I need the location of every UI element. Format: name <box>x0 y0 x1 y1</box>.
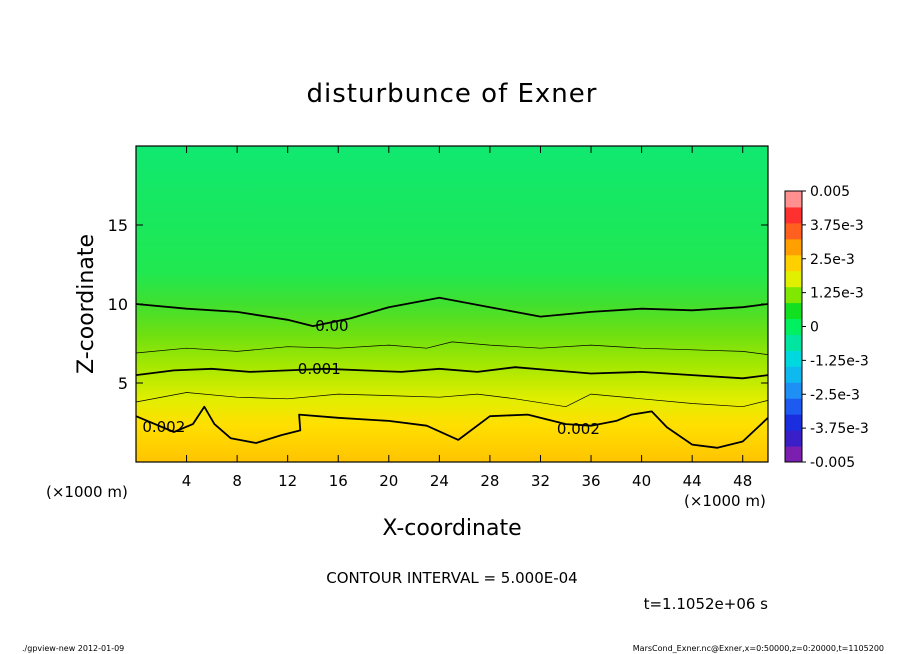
colorbar-segment-2 <box>785 414 802 431</box>
y-tick-label-1: 10 <box>108 295 128 314</box>
contour-label-1: 0.001 <box>298 360 341 378</box>
colorbar-segment-7 <box>785 334 802 351</box>
colorbar: 0.005 3.75e-3 2.5e-3 1.25e-3 0 -1.25e-3 -2.5e-… <box>784 184 869 471</box>
colorbar-segment-15 <box>785 206 802 224</box>
colorbar-segment-1 <box>785 430 802 447</box>
x-tick-label-2: 12 <box>278 472 297 490</box>
x-tick-label-0: 4 <box>182 472 192 490</box>
colorbar-segment-3 <box>785 398 802 415</box>
y-axis-ticks: 5 10 15 <box>108 216 768 393</box>
contour-line-4 <box>136 405 768 449</box>
x-tick-label-3: 16 <box>329 472 348 490</box>
colorbar-segment-6 <box>785 350 802 367</box>
contour-label-0: 0.00 <box>315 317 348 335</box>
field-background <box>136 146 768 462</box>
colorbar-segment-8 <box>785 318 802 335</box>
colorbar-label-6: -2.5e-3 <box>810 387 860 403</box>
contour-interval-text: CONTOUR INTERVAL = 5.000E-04 <box>326 569 577 587</box>
contour-line-0 <box>136 296 768 327</box>
colorbar-label-4: 0 <box>810 320 819 336</box>
y-tick-label-2: 15 <box>108 216 128 235</box>
contour-label-layer: 0.00 0.001 0.002 0.002 <box>142 317 600 438</box>
colorbar-label-1: 3.75e-3 <box>810 218 864 234</box>
x-axis-ticks: 4 8 12 16 20 24 28 32 36 40 44 48 <box>182 146 752 490</box>
contour-layer <box>136 296 768 449</box>
x-tick-label-4: 20 <box>379 472 398 490</box>
contour-line-2 <box>136 366 768 380</box>
x-unit-right: (×1000 m) <box>684 492 766 510</box>
x-tick-label-5: 24 <box>430 472 449 490</box>
colorbar-segment-4 <box>785 382 802 399</box>
x-tick-label-1: 8 <box>232 472 242 490</box>
x-tick-label-7: 32 <box>531 472 550 490</box>
colorbar-label-7: -3.75e-3 <box>810 421 869 437</box>
colorbar-segment-5 <box>785 366 802 383</box>
footer-left: ./gpview-new 2012-01-09 <box>22 644 124 653</box>
x-axis-label: X-coordinate <box>382 516 521 541</box>
time-text: t=1.1052e+06 s <box>644 595 769 613</box>
x-tick-label-6: 28 <box>480 472 499 490</box>
x-tick-label-8: 36 <box>581 472 600 490</box>
x-tick-label-10: 44 <box>683 472 702 490</box>
y-tick-label-0: 5 <box>118 374 128 393</box>
x-unit-left: (×1000 m) <box>46 483 128 501</box>
x-tick-label-9: 40 <box>632 472 651 490</box>
chart-title: disturbunce of Exner <box>307 79 598 109</box>
colorbar-segment-13 <box>785 238 802 256</box>
x-tick-label-11: 48 <box>733 472 752 490</box>
contour-label-3: 0.002 <box>557 420 600 438</box>
colorbar-segment-10 <box>785 286 802 304</box>
colorbar-segment-12 <box>785 254 802 272</box>
colorbar-segment-9 <box>785 302 802 320</box>
contour-label-2: 0.002 <box>142 418 185 436</box>
colorbar-label-3: 1.25e-3 <box>810 286 864 302</box>
colorbar-label-5: -1.25e-3 <box>810 353 869 369</box>
colorbar-segment-11 <box>785 270 802 288</box>
colorbar-label-8: -0.005 <box>810 455 855 471</box>
colorbar-segment-14 <box>785 222 802 240</box>
contour-line-3 <box>136 392 768 408</box>
y-axis-label: Z-coordinate <box>74 234 99 374</box>
colorbar-segment-16 <box>785 191 802 208</box>
footer-right: MarsCond_Exner.nc@Exner,x=0:50000,z=0:20… <box>633 644 884 653</box>
colorbar-label-0: 0.005 <box>810 184 850 200</box>
colorbar-label-2: 2.5e-3 <box>810 252 855 268</box>
contour-line-1 <box>136 341 768 355</box>
colorbar-segment-0 <box>785 446 802 463</box>
